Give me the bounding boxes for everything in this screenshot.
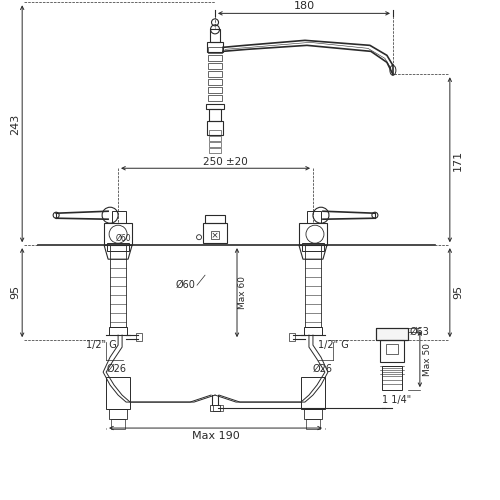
Bar xyxy=(208,56,222,62)
Bar xyxy=(306,419,320,429)
Bar xyxy=(209,110,221,122)
Bar xyxy=(111,419,125,429)
Bar xyxy=(380,340,404,362)
Bar xyxy=(203,223,227,243)
Bar xyxy=(209,142,221,148)
Text: 95: 95 xyxy=(10,285,20,299)
Bar xyxy=(205,215,225,223)
Text: Ø63: Ø63 xyxy=(410,327,430,337)
Bar xyxy=(302,243,324,251)
Text: Ø60: Ø60 xyxy=(175,280,195,290)
Bar xyxy=(210,405,220,411)
Bar xyxy=(386,344,398,354)
Text: 1/2" G: 1/2" G xyxy=(86,340,117,350)
Bar xyxy=(110,245,126,327)
Bar xyxy=(213,405,223,411)
Text: Max 50: Max 50 xyxy=(424,342,432,376)
Text: 180: 180 xyxy=(294,2,314,12)
Bar xyxy=(107,243,129,251)
Text: 243: 243 xyxy=(10,114,20,135)
Text: Ø26: Ø26 xyxy=(106,364,126,374)
Bar xyxy=(304,409,322,419)
Bar xyxy=(209,130,221,136)
Text: Max 60: Max 60 xyxy=(238,276,246,308)
Bar xyxy=(304,327,322,335)
Bar xyxy=(209,136,221,141)
Bar xyxy=(207,122,223,136)
Bar xyxy=(376,328,408,340)
Bar xyxy=(382,366,402,390)
Bar xyxy=(112,211,126,223)
Bar xyxy=(208,88,222,94)
Bar xyxy=(289,333,295,341)
Bar xyxy=(208,72,222,78)
Bar xyxy=(206,104,224,110)
Text: 250 ±20: 250 ±20 xyxy=(203,158,248,168)
Bar xyxy=(208,80,222,86)
Bar xyxy=(109,327,127,335)
Bar xyxy=(136,333,142,341)
Text: 1/2" G: 1/2" G xyxy=(318,340,348,350)
Bar xyxy=(208,96,222,102)
Bar xyxy=(209,148,221,154)
Bar xyxy=(207,42,223,52)
Bar xyxy=(376,328,408,340)
Bar xyxy=(307,211,321,223)
Bar xyxy=(109,409,127,419)
Bar xyxy=(104,223,132,245)
Bar xyxy=(299,223,327,245)
Bar xyxy=(106,377,130,409)
Text: Max 190: Max 190 xyxy=(192,431,240,441)
Text: 95: 95 xyxy=(453,285,463,299)
Bar xyxy=(208,64,222,70)
Bar xyxy=(211,231,219,239)
Text: 171: 171 xyxy=(453,150,463,171)
Text: 1 1/4": 1 1/4" xyxy=(382,395,412,405)
Bar xyxy=(305,245,321,327)
Bar xyxy=(210,30,220,43)
Text: Ø26: Ø26 xyxy=(313,364,333,374)
Bar xyxy=(208,48,222,54)
Bar xyxy=(301,377,325,409)
Text: Ø60: Ø60 xyxy=(116,234,131,242)
